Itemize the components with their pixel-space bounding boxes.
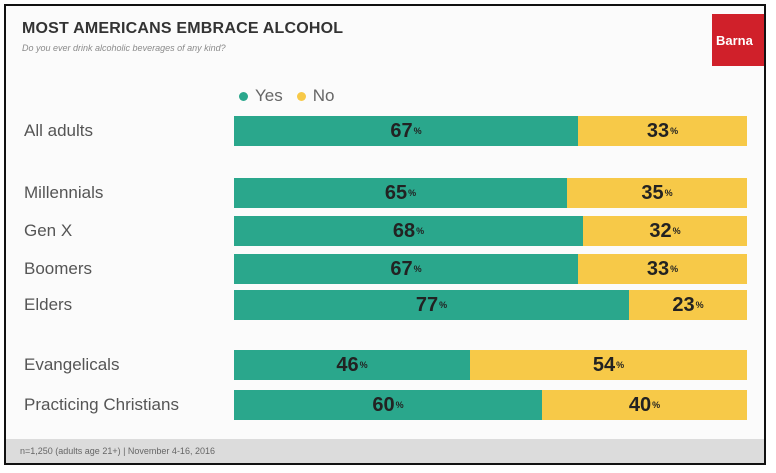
bar-no-practicing-christians: 40% <box>542 390 747 420</box>
data-label-no-millennials: 35 <box>641 181 664 204</box>
percent-sign: % <box>670 126 679 136</box>
percent-sign: % <box>695 300 704 310</box>
data-label-no-gen-x: 32 <box>649 219 672 242</box>
chart-frame: MOST AMERICANS EMBRACE ALCOHOL Do you ev… <box>4 4 766 465</box>
category-label-evangelicals: Evangelicals <box>24 355 120 374</box>
data-label-yes-all-adults: 67 <box>390 119 413 142</box>
bar-no-boomers: 33% <box>578 254 747 284</box>
percent-sign: % <box>395 400 404 410</box>
bar-yes-millennials: 65% <box>234 178 567 208</box>
percent-sign: % <box>616 360 625 370</box>
percent-sign: % <box>670 264 679 274</box>
data-label-yes-gen-x: 68 <box>392 219 416 242</box>
legend-swatch-no <box>296 91 306 101</box>
chart-title: MOST AMERICANS EMBRACE ALCOHOL <box>22 20 344 37</box>
category-label-all-adults: All adults <box>24 121 93 140</box>
legend-item-no: No <box>296 86 335 106</box>
bar-yes-evangelicals: 46% <box>234 350 470 380</box>
bar-no-evangelicals: 54% <box>470 350 747 380</box>
data-label-no-evangelicals: 54 <box>592 353 616 376</box>
data-label-no-boomers: 33 <box>646 257 670 280</box>
data-label-no-all-adults: 33 <box>646 119 670 142</box>
data-label-yes-practicing-christians: 60 <box>372 393 395 416</box>
bar-no-gen-x: 32% <box>583 216 747 246</box>
bar-yes-practicing-christians: 60% <box>234 390 542 420</box>
bar-no-millennials: 35% <box>567 178 747 208</box>
data-label-yes-elders: 77 <box>415 293 439 316</box>
bar-yes-gen-x: 68% <box>234 216 583 246</box>
data-label-yes-boomers: 67 <box>390 257 413 280</box>
percent-sign: % <box>416 226 425 236</box>
category-label-elders: Elders <box>24 295 73 314</box>
bar-no-all-adults: 33% <box>578 116 747 146</box>
data-label-no-practicing-christians: 40 <box>628 393 652 416</box>
percent-sign: % <box>413 126 422 136</box>
percent-sign: % <box>408 188 417 198</box>
percent-sign: % <box>439 300 448 310</box>
category-label-boomers: Boomers <box>24 259 93 278</box>
bar-yes-elders: 77% <box>234 290 629 320</box>
data-label-yes-millennials: 65 <box>384 181 408 204</box>
percent-sign: % <box>413 264 422 274</box>
legend-label-no: No <box>312 86 335 105</box>
data-label-no-elders: 23 <box>672 293 695 316</box>
percent-sign: % <box>652 400 661 410</box>
bar-yes-boomers: 67% <box>234 254 578 284</box>
chart-footnote: n=1,250 (adults age 21+) | November 4-16… <box>6 439 764 463</box>
category-label-gen-x: Gen X <box>24 221 73 240</box>
bar-yes-all-adults: 67% <box>234 116 578 146</box>
legend-label-yes: Yes <box>255 86 283 105</box>
category-label-practicing-christians: Practicing Christians <box>24 395 179 414</box>
bar-no-elders: 23% <box>629 290 747 320</box>
percent-sign: % <box>672 226 681 236</box>
barna-logo: Barna <box>712 14 764 66</box>
chart-legend: Yes No <box>239 86 348 106</box>
legend-swatch-yes <box>239 91 248 101</box>
data-label-yes-evangelicals: 46 <box>336 353 359 376</box>
percent-sign: % <box>359 360 368 370</box>
legend-item-yes: Yes <box>239 86 283 106</box>
category-label-millennials: Millennials <box>24 183 104 202</box>
chart-subtitle: Do you ever drink alcoholic beverages of… <box>22 43 226 53</box>
percent-sign: % <box>664 188 673 198</box>
